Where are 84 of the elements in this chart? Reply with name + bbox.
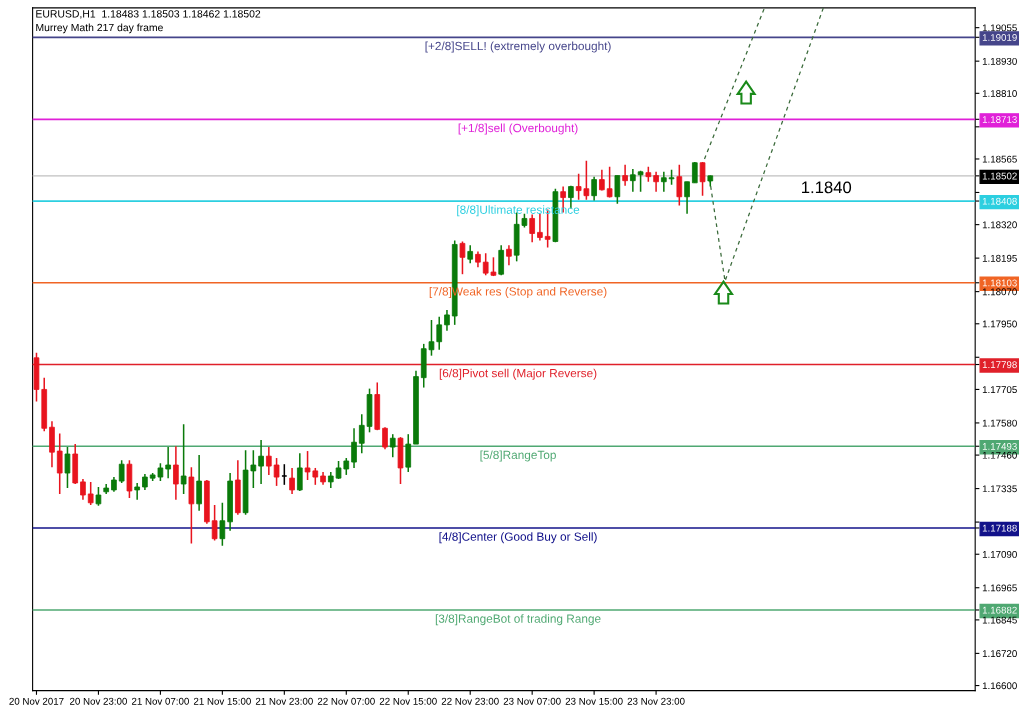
candlestick [498,244,505,277]
chart-title: EURUSD,H1 1.18483 1.18503 1.18462 1.18502 [36,10,261,19]
candlestick [591,175,597,202]
y-tick-label: 1.17705 [982,386,1017,394]
x-tick-label: 23 Nov 07:00 [503,697,561,705]
candlestick [459,240,466,275]
y-tick-label: 1.18810 [982,90,1017,97]
candlestick [661,171,667,193]
candlestick [296,452,303,492]
annotation: 1.1840 [802,181,852,194]
candlestick [382,426,388,450]
candlestick [180,423,187,495]
candlestick [614,174,621,205]
y-tick-label: 1.18713 [982,116,1017,123]
candlestick [95,486,102,507]
y-tick-label: 1.17950 [982,320,1017,328]
y-tick-label: 1.18930 [982,57,1017,65]
candlestick [653,171,659,193]
y-tick-label: 1.17090 [982,550,1017,558]
ref-line-label: [5/8]RangeTop [480,450,556,462]
candlestick [537,212,543,242]
x-tick-label: 21 Nov 15:00 [193,697,251,705]
candlestick [699,161,706,197]
x-tick-label: 22 Nov 15:00 [379,697,437,705]
y-tick-label: 1.18320 [982,221,1017,229]
candlestick [219,502,226,547]
x-tick-label: 23 Nov 23:00 [627,697,685,705]
ref-line-label: [+2/8]SELL! (extremely overbought) [425,41,611,53]
ref-line-label: [+1/8]sell (Overbought) [458,123,578,135]
candlestick [529,213,535,244]
x-tick-label: 23 Nov 15:00 [565,697,623,705]
candlestick [87,481,94,506]
y-tick-label: 1.16845 [982,616,1017,624]
x-tick-label: 21 Nov 07:00 [131,697,189,705]
candlestick [676,164,683,207]
candlestick [351,427,357,469]
ref-line-label: [4/8]Center (Good Buy or Sell) [439,532,597,544]
x-tick-label: 20 Nov 2017 [9,697,64,705]
x-tick-label: 20 Nov 23:00 [70,697,127,705]
y-tick-label: 1.17798 [982,361,1017,369]
candlestick [56,432,63,495]
y-tick-label: 1.18565 [982,155,1017,163]
candlestick [266,446,272,476]
x-tick-label: 22 Nov 07:00 [317,697,375,705]
y-tick-label: 1.16720 [982,650,1017,658]
y-tick-label: 1.18103 [982,279,1017,287]
candlestick [273,457,280,487]
ref-line-label: [6/8]Pivot sell (Major Reverse) [439,368,597,380]
y-tick-label: 1.17188 [982,524,1017,532]
text: Murrey Math 217 day frame [36,23,163,34]
ref-line-label: [3/8]RangeBot of trading Range [435,614,601,626]
x-tick-label: 21 Nov 23:00 [255,697,313,705]
y-tick-label: 1.18408 [982,197,1017,205]
candlestick [444,309,450,332]
y-tick-label: 1.16882 [982,606,1017,614]
y-tick-label: 1.18195 [982,254,1017,262]
candlestick [630,168,636,193]
y-tick-label: 1.19019 [982,34,1017,41]
candlestick [80,478,86,501]
candlestick [196,454,202,512]
candlestick [173,445,179,501]
candlestick [405,433,412,473]
candlestick [134,482,140,501]
candlestick [118,459,125,484]
candlestick [389,433,396,458]
y-tick-label: 1.16965 [982,584,1017,592]
candlestick [289,467,295,495]
candlestick [258,439,264,485]
candlestick [684,180,690,215]
y-tick-label: 1.17493 [982,442,1017,450]
candlestick [211,504,218,542]
candlestick [599,168,605,192]
candlestick [165,446,171,479]
y-tick-label: 1.16600 [982,682,1017,690]
x-tick-label: 22 Nov 23:00 [441,697,499,705]
candlestick [606,165,613,199]
y-tick-label: 1.19055 [982,24,1017,32]
candlestick [281,463,288,486]
candlestick [64,446,71,489]
candlestick [506,244,512,267]
candlestick [622,164,628,187]
y-tick-label: 1.17335 [982,485,1017,493]
y-tick-label: 1.17580 [982,419,1017,427]
y-tick-label: 1.18502 [982,172,1017,180]
